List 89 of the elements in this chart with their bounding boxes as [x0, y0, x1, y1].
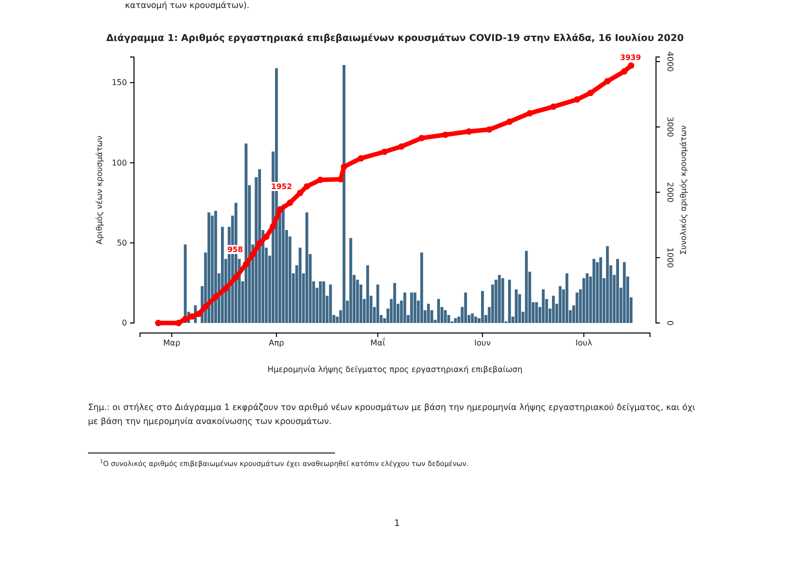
- point: [621, 68, 628, 75]
- bar: [524, 250, 528, 323]
- point: [442, 132, 449, 138]
- point: [381, 148, 388, 155]
- bar: [454, 318, 457, 323]
- point: [398, 143, 405, 150]
- bar: [464, 292, 468, 323]
- point: [337, 176, 344, 182]
- y2-tick-label: 3000: [666, 116, 675, 138]
- bar: [393, 282, 396, 323]
- point: [256, 240, 263, 246]
- x-tick-label: Μαΐ: [370, 338, 386, 348]
- point: [506, 118, 513, 125]
- bar: [305, 212, 308, 323]
- bar: [558, 286, 562, 323]
- point: [486, 126, 492, 133]
- bar: [535, 302, 538, 323]
- x-tick-label: Ιουλ: [575, 338, 592, 348]
- bar: [244, 144, 248, 323]
- bar: [565, 273, 568, 323]
- point: [155, 320, 162, 326]
- bar: [258, 169, 261, 323]
- point: [340, 164, 348, 170]
- y2-axis-title: Συνολικός αριθμός κρουσμάτων: [679, 124, 688, 255]
- x-tick-label: Απρ: [268, 338, 284, 348]
- bar: [437, 298, 440, 323]
- point: [550, 103, 557, 110]
- chart-title: Διάγραμμα 1: Αριθμός εργαστηριακά επιβεβαιωμένων κρουσμάτων COVID-19 στην Ελλάδα, 16 Ιουλίου 2020: [106, 33, 684, 44]
- point: [604, 78, 611, 84]
- point: [628, 62, 634, 69]
- point: [296, 190, 304, 196]
- bar: [606, 246, 609, 323]
- y-tick-label: 50: [116, 238, 127, 248]
- bar: [220, 226, 224, 323]
- point: [196, 310, 202, 318]
- point: [286, 200, 294, 206]
- x-tick-label: Ιουν: [474, 338, 492, 348]
- bar: [508, 280, 511, 323]
- bar: [214, 210, 218, 323]
- y2-tick-label: 0: [666, 320, 675, 326]
- y-tick-label: 150: [112, 78, 127, 88]
- y-tick-label: 100: [112, 158, 127, 168]
- point: [276, 206, 284, 214]
- y-axis-title: Αριθμός νέων κρουσμάτων: [95, 135, 104, 244]
- y-tick-label: 0: [122, 318, 127, 328]
- point: [587, 90, 594, 96]
- point: [188, 313, 196, 320]
- point: [418, 134, 425, 142]
- bar: [329, 284, 332, 323]
- point: [250, 251, 256, 258]
- bar: [592, 258, 596, 323]
- point: [182, 316, 188, 322]
- point: [222, 285, 229, 292]
- point: [304, 183, 310, 190]
- point: [574, 96, 580, 103]
- y2-tick-label: 4000: [666, 51, 675, 72]
- text: κατανομή των κρουσμάτων).: [125, 1, 250, 11]
- point: [263, 234, 270, 240]
- bar: [342, 65, 346, 323]
- y2-tick-label: 1000: [666, 247, 675, 268]
- x-tick-label: Μαρ: [163, 338, 180, 348]
- point: [175, 320, 182, 326]
- point: [526, 110, 533, 116]
- text: Σημ.: οι στήλες στο Διάγραμμα 1 εκφράζουν τον αριθμό νέων κρουσμάτων με βάση την ημερομηνία λήψης εργαστηριακού δείγματος, και όχι με βάση την ημερομηνία ανακοίνωσης των κρουσμάτων.: [88, 403, 696, 427]
- bar: [410, 292, 413, 323]
- bar: [414, 292, 416, 323]
- bar: [298, 248, 302, 323]
- point: [270, 223, 276, 230]
- point: [317, 176, 324, 184]
- x-axis-title: Ημερομηνία λήψης δείγματος προς εργαστηριακή επιβεβαίωση: [268, 365, 522, 374]
- bar: [616, 258, 619, 323]
- bar: [207, 212, 210, 323]
- bar: [318, 281, 322, 323]
- point: [212, 294, 219, 300]
- point: [358, 155, 364, 162]
- text: 1: [394, 519, 400, 529]
- bar: [576, 292, 578, 323]
- bar: [427, 304, 430, 323]
- point: [232, 274, 240, 280]
- bar: [444, 310, 447, 323]
- point: [202, 303, 209, 310]
- point: [242, 260, 250, 268]
- bar: [366, 265, 370, 323]
- y2-tick-label: 2000: [666, 182, 675, 202]
- point: [466, 128, 472, 135]
- bar: [481, 290, 484, 323]
- bar: [470, 313, 474, 323]
- bar: [498, 274, 501, 323]
- bar: [552, 296, 555, 323]
